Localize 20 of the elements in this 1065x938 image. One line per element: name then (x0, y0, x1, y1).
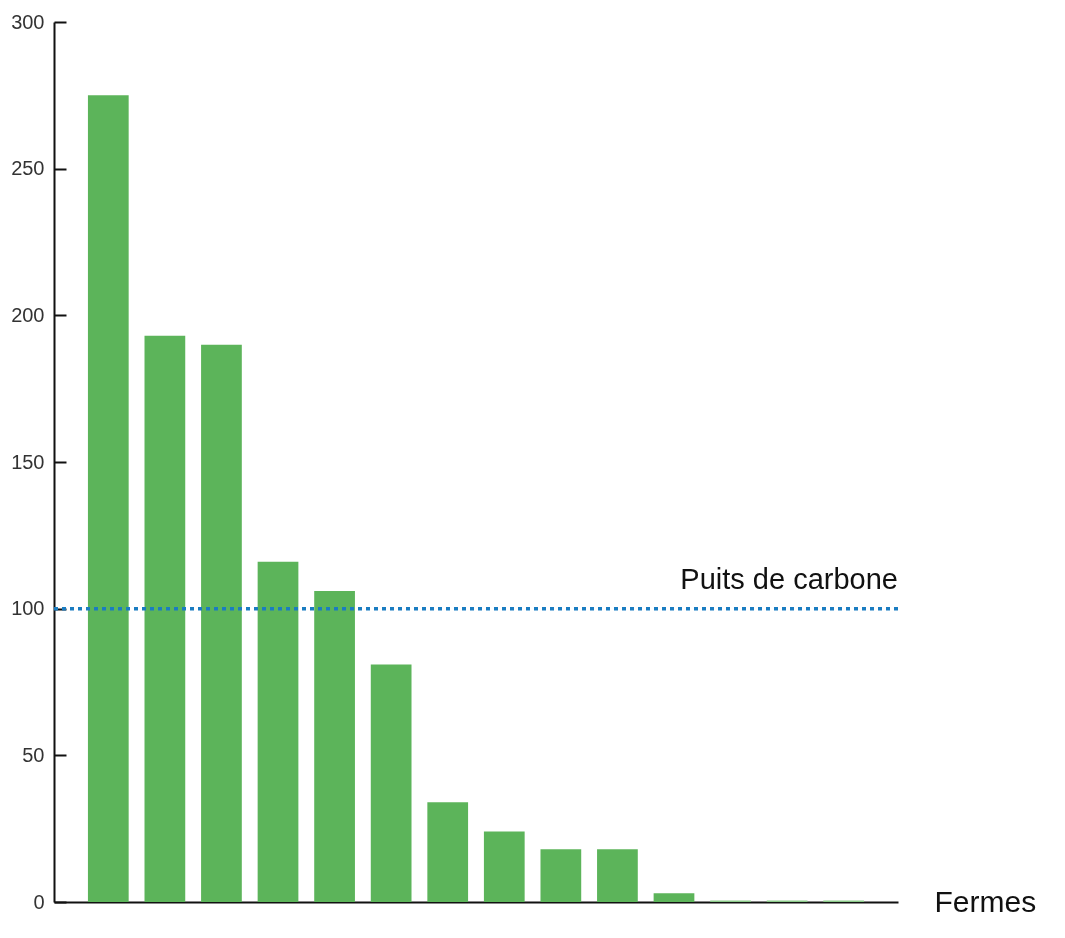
bar (257, 561, 299, 902)
y-tick-label: 250 (11, 157, 45, 180)
x-axis-title: Fermes (934, 884, 1037, 918)
y-tick-label: 0 (33, 890, 45, 913)
y-tick-label: 50 (22, 743, 45, 766)
bar (201, 344, 242, 902)
bar (314, 591, 355, 902)
ref-line-label: Puits de carbone (680, 562, 898, 595)
bar (653, 893, 695, 902)
bar (540, 849, 582, 902)
bar (370, 664, 412, 902)
bar (427, 802, 469, 902)
y-tick-label: 200 (11, 303, 45, 326)
y-tick-label: 100 (11, 597, 45, 620)
bar (597, 849, 638, 902)
bar (144, 335, 186, 902)
bar (87, 95, 129, 902)
bar (483, 831, 525, 902)
y-tick-label: 150 (11, 450, 45, 473)
y-tick-label: 300 (11, 10, 45, 33)
